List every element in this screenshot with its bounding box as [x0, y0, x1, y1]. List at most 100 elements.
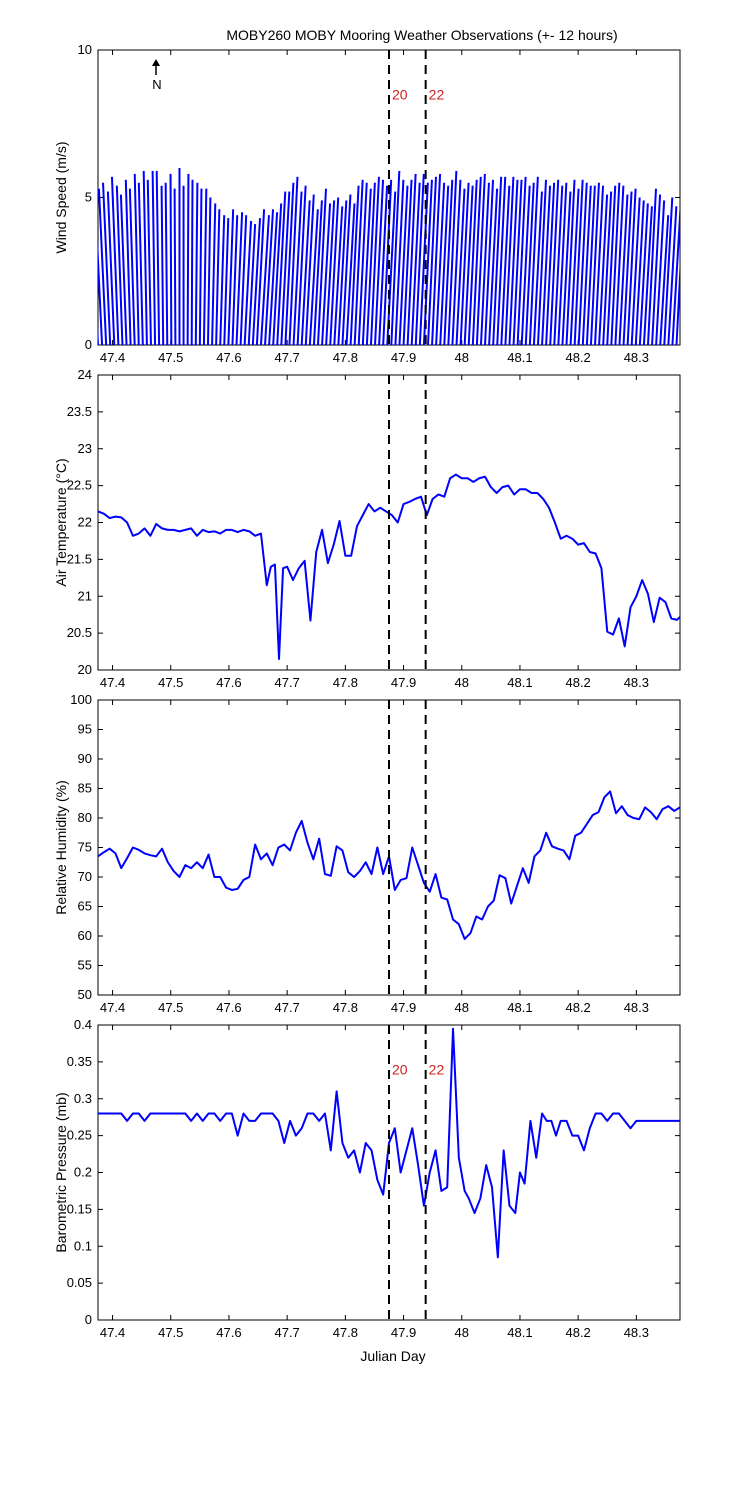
wind-stick — [541, 185, 552, 345]
wind-stick — [492, 176, 503, 345]
y-tick-label: 0.2 — [74, 1165, 92, 1180]
y-tick-label: 22.5 — [67, 478, 92, 493]
wind-stick — [288, 176, 299, 345]
wind-stick — [219, 215, 226, 345]
panel-barometric-pressure: 47.4 47.5 47.6 47.7 47.8 47.9 48 48.1 48.2 48.3 0 0… — [53, 1017, 681, 1340]
wind-stick — [235, 212, 244, 345]
wind-stick — [431, 173, 442, 345]
y-tick-label: 23 — [78, 441, 92, 456]
x-tick-label: 47.8 — [333, 350, 358, 365]
wind-stick — [598, 194, 609, 345]
wind-stick — [243, 221, 253, 345]
wind-stick — [308, 209, 319, 345]
y-tick-label: 60 — [78, 928, 92, 943]
wind-stick — [667, 206, 678, 345]
wind-stick — [296, 185, 307, 345]
wind-stick — [426, 176, 437, 345]
wind-stick — [255, 209, 266, 345]
x-tick-label: 47.4 — [100, 1000, 125, 1015]
x-tick-label: 47.5 — [158, 675, 183, 690]
wind-stick — [137, 182, 144, 345]
wind-stick — [227, 209, 235, 345]
wind-stick — [675, 257, 680, 345]
wind-stick — [333, 206, 344, 345]
y-tick-label: 100 — [70, 692, 92, 707]
wind-stick — [638, 203, 649, 345]
x-tick-label: 48 — [455, 1000, 469, 1015]
x-tick-label: 47.9 — [391, 350, 416, 365]
wind-stick — [247, 223, 257, 345]
wind-stick — [585, 185, 596, 345]
x-tick-label: 47.5 — [158, 1000, 183, 1015]
axes-box — [97, 699, 681, 996]
wind-stick — [190, 179, 194, 345]
wind-stick — [98, 325, 99, 345]
wind-stick — [151, 170, 157, 345]
wind-stick — [577, 182, 588, 345]
wind-stick — [215, 209, 221, 345]
wind-stick — [361, 188, 372, 345]
wind-stick — [532, 191, 543, 345]
wind-stick — [651, 194, 662, 345]
wind-stick — [646, 188, 657, 345]
wind-stick — [160, 185, 165, 345]
y-tick-label: 0.15 — [67, 1201, 92, 1216]
wind-stick — [398, 185, 409, 345]
x-tick-label: 47.9 — [391, 1000, 416, 1015]
y-tick-label: 22 — [78, 515, 92, 530]
wind-stick — [663, 197, 674, 345]
x-tick-label: 48.2 — [565, 675, 590, 690]
wind-stick — [173, 188, 177, 345]
wind-stick — [198, 188, 203, 345]
wind-stick — [581, 185, 592, 345]
wind-stick — [386, 191, 397, 345]
axes-box — [97, 374, 681, 671]
x-tick-label: 48.2 — [565, 350, 590, 365]
x-tick-label: 47.8 — [333, 1325, 358, 1340]
wind-stick — [146, 179, 152, 345]
wind-stick — [321, 203, 332, 345]
wind-stick — [443, 179, 454, 345]
wind-stick — [463, 185, 474, 345]
wind-stick — [106, 191, 116, 345]
wind-stick — [369, 176, 380, 345]
wind-stick — [484, 179, 495, 345]
wind-stick — [202, 188, 208, 345]
y-tick-label: 70 — [78, 869, 92, 884]
y-axis-label: Barometric Pressure (mb) — [53, 1092, 69, 1252]
x-tick-label: 48.1 — [507, 350, 532, 365]
wind-stick — [406, 173, 417, 345]
x-tick-label: 47.5 — [158, 350, 183, 365]
wind-stick — [276, 191, 287, 345]
y-tick-label: 0.1 — [74, 1238, 92, 1253]
wind-stick — [142, 170, 148, 345]
wind-stick — [410, 182, 421, 345]
wind-stick — [512, 179, 523, 345]
wind-stick — [169, 173, 173, 345]
y-tick-label: 80 — [78, 810, 92, 825]
x-tick-label: 47.6 — [216, 1000, 241, 1015]
time-marker-label: 22 — [429, 1061, 445, 1077]
wind-stick — [164, 182, 169, 345]
y-tick-label: 20.5 — [67, 625, 92, 640]
panel-wind-speed: 47.4 47.5 47.6 47.7 47.8 47.9 48 48.1 48.2 48.3 0 5… — [53, 42, 681, 365]
wind-stick — [115, 185, 124, 345]
wind-stick — [133, 173, 140, 345]
wind-stick — [642, 206, 653, 345]
wind-stick — [312, 200, 323, 345]
x-tick-label: 47.8 — [333, 675, 358, 690]
wind-stick — [337, 200, 348, 345]
wind-stick — [553, 185, 564, 345]
axes-box — [97, 1024, 681, 1321]
north-arrow-label: N — [152, 77, 161, 92]
series-group — [98, 473, 680, 660]
wind-stick — [589, 182, 600, 345]
wind-stick — [374, 179, 385, 345]
wind-stick — [300, 200, 311, 345]
wind-stick — [418, 182, 429, 345]
wind-stick — [447, 170, 458, 345]
wind-stick — [98, 188, 108, 345]
time-marker-label: 22 — [429, 86, 445, 102]
y-tick-label: 24 — [78, 367, 92, 382]
y-tick-label: 75 — [78, 840, 92, 855]
